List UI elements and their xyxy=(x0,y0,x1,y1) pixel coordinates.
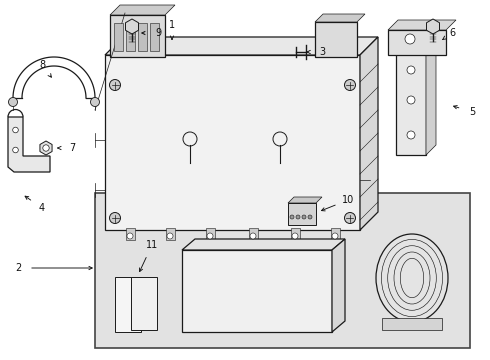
Circle shape xyxy=(308,215,312,219)
Text: 7: 7 xyxy=(69,143,75,153)
Text: 1: 1 xyxy=(169,20,175,30)
Polygon shape xyxy=(288,197,322,203)
Bar xyxy=(205,228,215,240)
Bar xyxy=(248,228,258,240)
Text: 8: 8 xyxy=(39,60,45,70)
Text: 2: 2 xyxy=(15,263,21,273)
Bar xyxy=(114,23,123,51)
Circle shape xyxy=(296,215,300,219)
Bar xyxy=(125,228,134,240)
Circle shape xyxy=(250,233,256,239)
Text: 9: 9 xyxy=(155,28,161,38)
Circle shape xyxy=(13,127,18,133)
Circle shape xyxy=(407,66,415,74)
Circle shape xyxy=(127,233,133,239)
Polygon shape xyxy=(426,19,440,34)
Bar xyxy=(110,15,165,57)
Bar xyxy=(382,318,442,330)
Circle shape xyxy=(407,131,415,139)
Bar xyxy=(126,23,135,51)
Circle shape xyxy=(109,80,121,90)
Circle shape xyxy=(292,233,298,239)
Circle shape xyxy=(344,80,356,90)
Bar xyxy=(388,30,446,55)
Circle shape xyxy=(207,233,213,239)
Text: 10: 10 xyxy=(342,195,354,205)
Polygon shape xyxy=(125,19,139,34)
Circle shape xyxy=(91,98,99,107)
Text: 3: 3 xyxy=(319,47,325,57)
Circle shape xyxy=(405,34,415,44)
Text: 4: 4 xyxy=(39,203,45,213)
Polygon shape xyxy=(110,5,175,15)
Circle shape xyxy=(13,147,18,153)
Polygon shape xyxy=(182,239,345,250)
Circle shape xyxy=(344,212,356,224)
Bar xyxy=(150,23,159,51)
Polygon shape xyxy=(360,37,378,230)
Polygon shape xyxy=(388,20,456,30)
Polygon shape xyxy=(40,141,52,155)
Circle shape xyxy=(109,212,121,224)
Circle shape xyxy=(167,233,173,239)
Bar xyxy=(288,203,316,225)
Polygon shape xyxy=(8,117,50,172)
Circle shape xyxy=(8,98,18,107)
Bar xyxy=(131,277,157,330)
Bar xyxy=(330,228,340,240)
Bar xyxy=(115,277,141,332)
Ellipse shape xyxy=(376,234,448,322)
Bar xyxy=(138,23,147,51)
Text: 5: 5 xyxy=(469,107,475,117)
Bar xyxy=(315,22,357,57)
Polygon shape xyxy=(426,37,436,155)
Bar xyxy=(291,228,299,240)
Circle shape xyxy=(332,233,338,239)
Circle shape xyxy=(302,215,306,219)
Bar xyxy=(166,228,174,240)
Bar xyxy=(105,55,360,230)
Bar xyxy=(396,47,426,155)
Polygon shape xyxy=(105,37,378,55)
Circle shape xyxy=(290,215,294,219)
Text: 6: 6 xyxy=(449,28,455,38)
FancyBboxPatch shape xyxy=(95,193,470,348)
Bar xyxy=(182,250,332,332)
Circle shape xyxy=(407,96,415,104)
Circle shape xyxy=(43,145,49,151)
Polygon shape xyxy=(332,239,345,332)
Polygon shape xyxy=(315,14,365,22)
Text: 11: 11 xyxy=(146,240,158,250)
